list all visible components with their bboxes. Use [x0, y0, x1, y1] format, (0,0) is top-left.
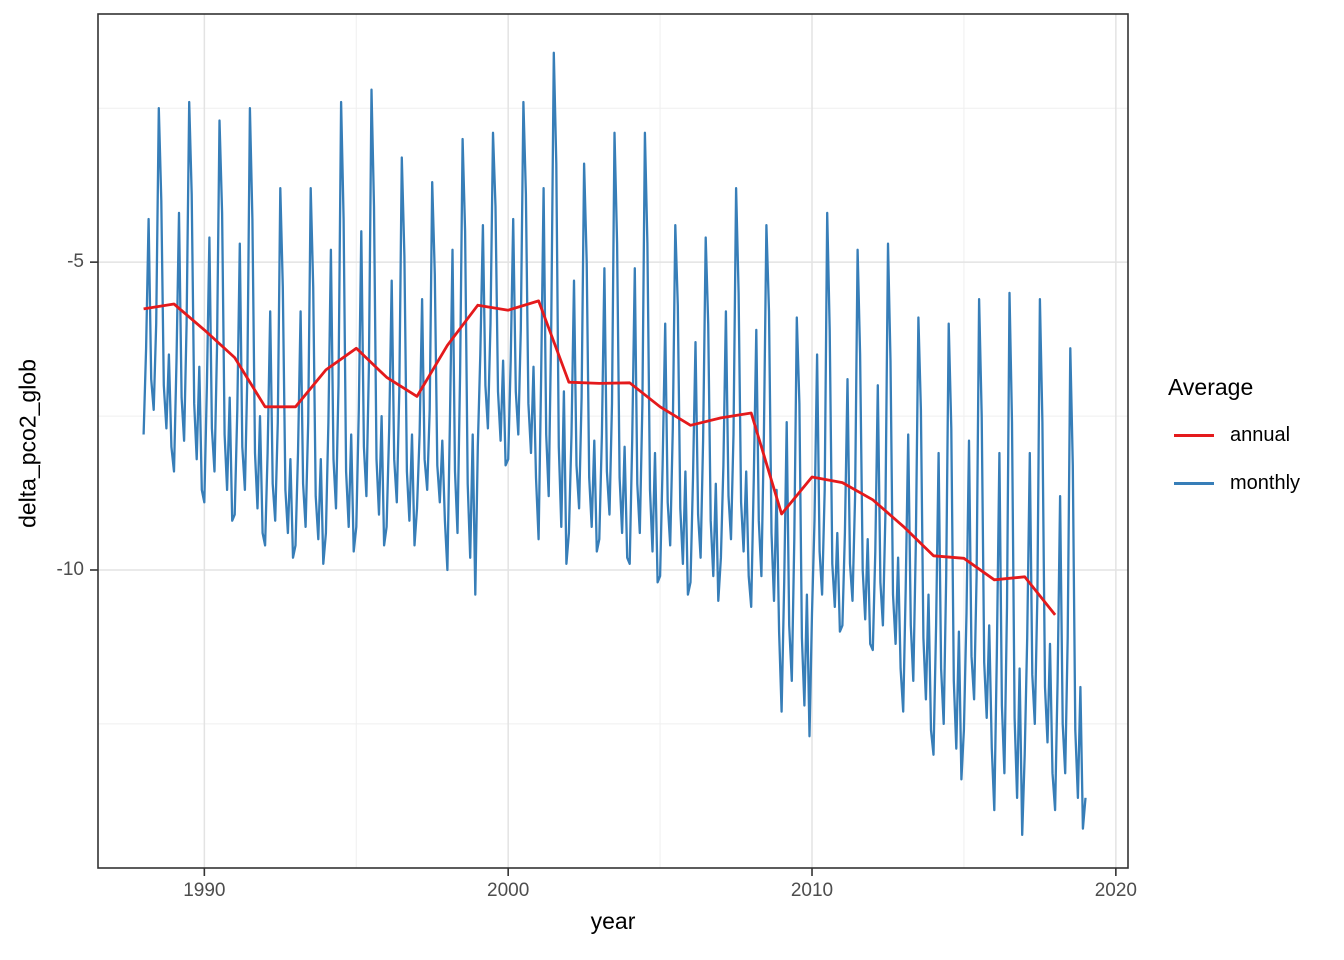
legend-label-annual: annual [1230, 423, 1291, 446]
x-tick-label: 2000 [487, 880, 530, 901]
x-tick-label: 2020 [1094, 880, 1137, 901]
x-axis-title: year [590, 908, 636, 934]
x-tick-label: 1990 [183, 880, 226, 901]
y-tick-label: -5 [67, 251, 84, 273]
y-tick-label: -10 [56, 558, 84, 580]
x-tick-label: 2010 [790, 880, 834, 901]
legend-label-monthly: monthly [1230, 471, 1301, 494]
legend-item-annual: annual [1168, 423, 1338, 447]
panel-border [97, 13, 1129, 869]
monthly-line-key-icon [1174, 471, 1214, 495]
annual-line-key-icon [1174, 423, 1214, 447]
monthly-line [142, 51, 1087, 836]
legend: Average annual monthly [1168, 374, 1338, 519]
annual-line [143, 299, 1057, 616]
legend-title: Average [1168, 374, 1254, 400]
y-axis-title: delta_pco2_glob [14, 359, 41, 528]
legend-item-monthly: monthly [1168, 471, 1338, 495]
